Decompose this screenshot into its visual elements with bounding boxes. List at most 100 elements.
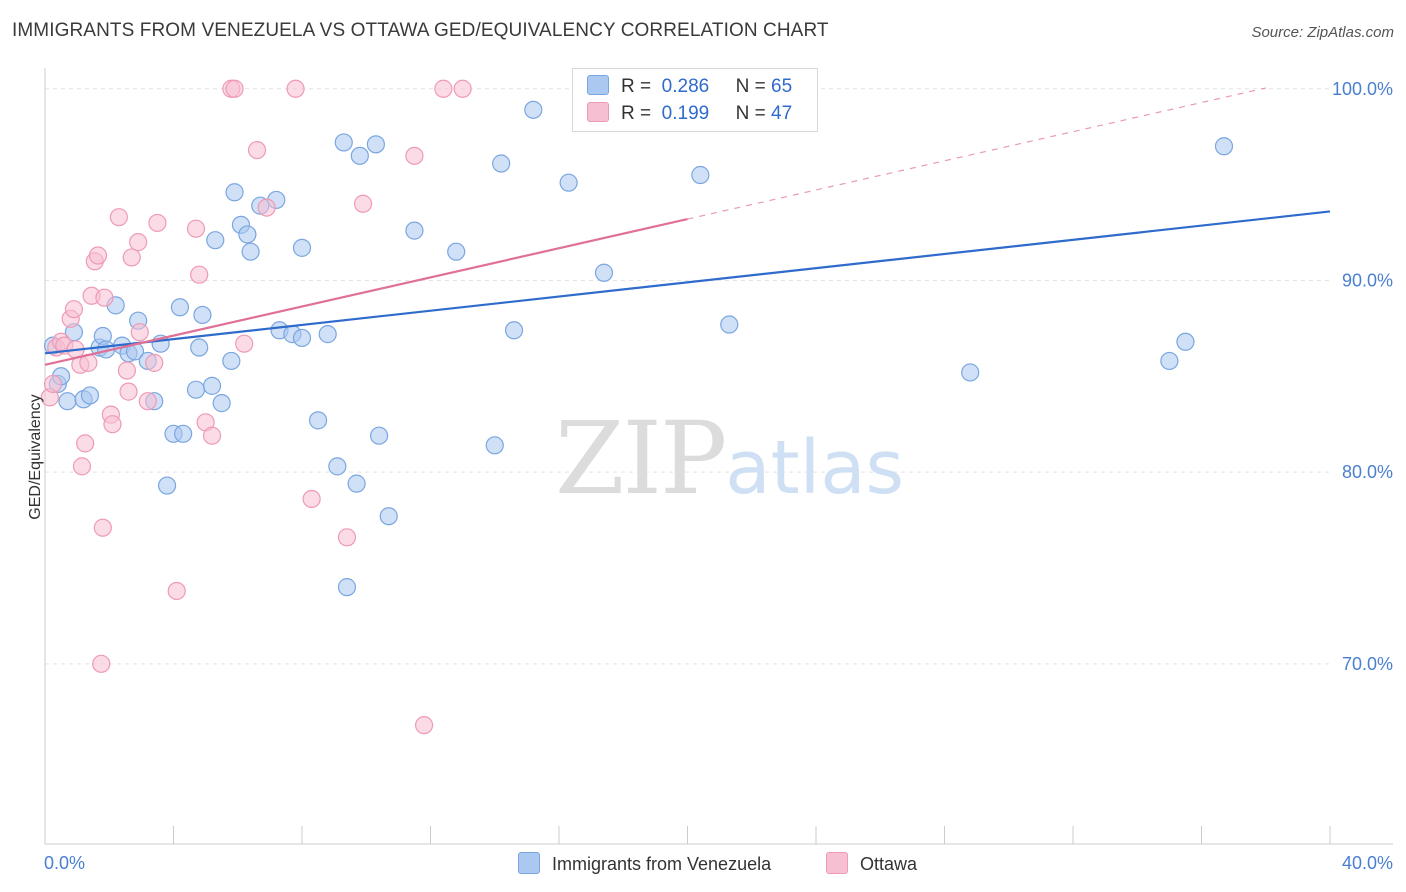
ottawa-point [103, 415, 122, 434]
venezuela-point [337, 578, 357, 597]
stats-legend-row-pink: R = 0.199 N = 47 [587, 102, 792, 126]
ottawa-point [202, 426, 222, 445]
ottawa-point [414, 716, 434, 735]
venezuela-point [212, 394, 231, 413]
ottawa-point [72, 457, 92, 476]
grid-layer [45, 88, 1330, 665]
ottawa-point [302, 489, 321, 509]
ottawa-point [88, 246, 108, 265]
venezuela-point [1160, 351, 1179, 371]
venezuela-point [720, 315, 739, 334]
venezuela-point [485, 436, 504, 455]
ottawa-point [129, 233, 148, 252]
venezuela-point [157, 476, 177, 495]
venezuela-trend-line [44, 210, 1331, 355]
r-value: 0.199 [661, 103, 710, 124]
ottawa-point [119, 382, 138, 401]
stats-legend: R = 0.286 N = 65 R = 0.199 N = 47 [572, 68, 818, 132]
ottawa-point [122, 248, 141, 267]
watermark: ZIPatlas [555, 400, 904, 517]
venezuela-point [174, 424, 193, 443]
ottawa-point [225, 79, 244, 98]
venezuela-point [350, 146, 369, 165]
n-label: N = [735, 103, 766, 124]
venezuela-point [206, 231, 225, 250]
watermark-atlas: atlas [725, 425, 905, 511]
ottawa-point [235, 334, 254, 353]
blue-swatch [518, 852, 540, 874]
venezuela-point [238, 225, 257, 244]
venezuela-point [1214, 137, 1234, 156]
venezuela-point [370, 426, 389, 445]
legend-item-ottawa: Ottawa [826, 852, 917, 875]
y-tick-label: 70.0% [1342, 654, 1393, 674]
venezuela-point [405, 221, 424, 240]
ottawa-point [76, 434, 95, 453]
venezuela-point [186, 380, 206, 399]
n-label: N = [735, 76, 766, 97]
r-label: R = [621, 76, 652, 97]
venezuela-point [225, 183, 244, 202]
venezuela-point [58, 392, 77, 411]
ottawa-point [353, 194, 373, 213]
x-tick-label: 40.0% [1342, 853, 1393, 873]
venezuela-point [170, 298, 190, 317]
source-label: Source: ZipAtlas.com [1251, 24, 1394, 41]
y-tick-label: 90.0% [1342, 270, 1393, 290]
venezuela-point [961, 363, 980, 382]
ottawa-point [138, 392, 157, 411]
venezuela-point [594, 263, 614, 282]
venezuela-point [379, 507, 398, 526]
legend-item-venezuela: Immigrants from Venezuela [518, 852, 771, 875]
pink-swatch [587, 102, 609, 122]
venezuela-point [80, 386, 100, 405]
venezuela-point [202, 376, 222, 395]
ottawa-point [130, 323, 149, 342]
venezuela-point [193, 305, 212, 325]
venezuela-point [222, 351, 241, 371]
ottawa-point [117, 361, 137, 380]
ottawa-trend-line [44, 218, 688, 366]
venezuela-point [492, 154, 511, 173]
blue-swatch [587, 75, 609, 95]
ottawa-point [337, 528, 357, 547]
venezuela-point [559, 173, 578, 192]
ottawa-point [434, 79, 453, 98]
y-tick-label: 100.0% [1332, 79, 1393, 99]
tick-label-layer: 100.0% 90.0% 80.0% 70.0% 0.0% 40.0% [44, 79, 1393, 873]
n-value: 47 [771, 103, 793, 124]
venezuela-point [292, 238, 312, 257]
y-tick-label: 80.0% [1342, 462, 1393, 482]
ottawa-point [109, 208, 128, 227]
r-label: R = [621, 103, 652, 124]
venezuela-point [504, 321, 524, 340]
n-value: 65 [771, 76, 793, 97]
legend-label: Ottawa [860, 854, 918, 874]
ottawa-point [257, 198, 276, 217]
series-legend: Immigrants from Venezuela Ottawa [0, 852, 1406, 878]
venezuela-point [328, 457, 347, 476]
ottawa-point [64, 300, 84, 319]
x-tick-label: 0.0% [44, 853, 85, 873]
ottawa-point [148, 213, 167, 233]
venezuela-point [447, 242, 466, 261]
ottawa-point [43, 374, 63, 394]
ottawa-point [405, 146, 424, 165]
ottawa-point [167, 581, 186, 601]
ottawa-point [95, 288, 114, 307]
legend-label: Immigrants from Venezuela [552, 854, 772, 874]
y-axis-title: GED/Equivalency [27, 394, 44, 520]
venezuela-point [366, 135, 385, 154]
ottawa-point [145, 353, 164, 372]
venezuela-point [308, 411, 328, 430]
venezuela-point [691, 165, 710, 185]
chart-title: IMMIGRANTS FROM VENEZUELA VS OTTAWA GED/… [12, 20, 829, 41]
axis-layer [44, 68, 1393, 845]
ottawa-point [190, 265, 209, 284]
trend-layer [44, 87, 1331, 366]
ottawa-trend-extension [687, 87, 1266, 220]
venezuela-point [318, 325, 337, 344]
venezuela-point [334, 133, 353, 152]
stats-legend-row-blue: R = 0.286 N = 65 [587, 75, 792, 99]
venezuela-point [524, 100, 543, 119]
